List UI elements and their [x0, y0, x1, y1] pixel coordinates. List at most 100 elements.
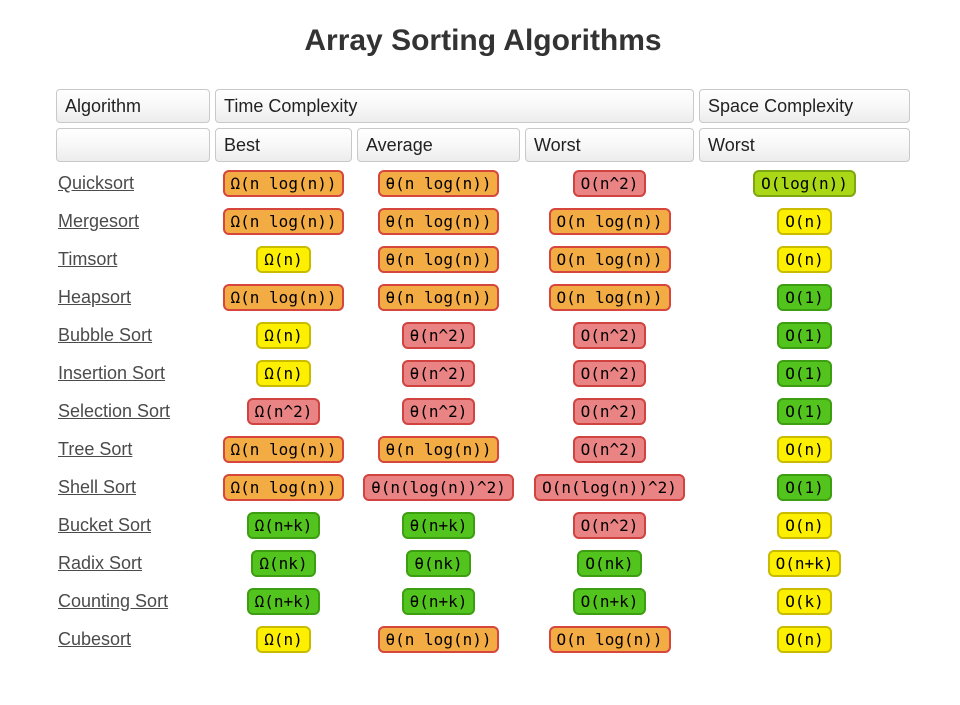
algorithm-link[interactable]: Mergesort [58, 211, 140, 231]
algorithm-link[interactable]: Timsort [58, 249, 118, 269]
worst-cell: O(n log(n)) [525, 623, 694, 656]
algorithm-link[interactable]: Bucket Sort [58, 515, 152, 535]
average-cell: θ(n(log(n))^2) [357, 471, 520, 504]
average-cell: θ(n log(n)) [357, 205, 520, 238]
header-best: Best [215, 128, 352, 162]
complexity-badge: O(n) [777, 246, 832, 273]
algorithm-link[interactable]: Heapsort [58, 287, 132, 307]
header-worst-time: Worst [525, 128, 695, 162]
complexity-badge: O(n^2) [572, 512, 647, 539]
table-row: Mergesort Ω(n log(n)) θ(n log(n)) O(n lo… [56, 205, 910, 238]
complexity-badge: θ(n log(n)) [377, 246, 500, 273]
complexity-badge: O(n+k) [572, 588, 647, 615]
complexity-badge: Ω(nk) [251, 550, 316, 577]
algorithm-link[interactable]: Insertion Sort [58, 363, 166, 383]
algorithm-cell: Timsort [56, 243, 210, 276]
worst-cell: O(n^2) [525, 509, 694, 542]
best-cell: Ω(n^2) [215, 395, 352, 428]
table-body: Quicksort Ω(n log(n)) θ(n log(n)) O(n^2)… [56, 167, 910, 656]
complexity-badge: O(1) [777, 398, 832, 425]
algorithm-cell: Counting Sort [56, 585, 210, 618]
complexity-badge: θ(n log(n)) [377, 170, 500, 197]
complexity-badge: O(n^2) [572, 436, 647, 463]
complexity-badge: O(nk) [577, 550, 642, 577]
complexity-badge: O(1) [777, 322, 832, 349]
average-cell: θ(n^2) [357, 357, 520, 390]
space-worst-cell: O(n) [699, 509, 910, 542]
complexity-badge: θ(n log(n)) [377, 284, 500, 311]
complexity-badge: O(n^2) [572, 360, 647, 387]
complexity-badge: O(log(n)) [753, 170, 856, 197]
space-worst-cell: O(n) [699, 243, 910, 276]
complexity-badge: Ω(n) [256, 246, 311, 273]
header-space-complexity: Space Complexity [699, 89, 911, 123]
complexity-badge: Ω(n log(n)) [222, 170, 345, 197]
worst-cell: O(n log(n)) [525, 281, 694, 314]
complexity-badge: O(1) [777, 284, 832, 311]
table-row: Bubble Sort Ω(n) θ(n^2) O(n^2) O(1) [56, 319, 910, 352]
algorithm-link[interactable]: Counting Sort [58, 591, 169, 611]
algorithm-cell: Selection Sort [56, 395, 210, 428]
best-cell: Ω(n log(n)) [215, 205, 352, 238]
complexity-badge: Ω(n+k) [246, 512, 321, 539]
algorithm-link[interactable]: Radix Sort [58, 553, 143, 573]
algorithm-link[interactable]: Quicksort [58, 173, 135, 193]
sorting-table: Algorithm Time Complexity Space Complexi… [51, 84, 915, 661]
complexity-badge: O(n^2) [572, 398, 647, 425]
table-row: Selection Sort Ω(n^2) θ(n^2) O(n^2) O(1) [56, 395, 910, 428]
worst-cell: O(n log(n)) [525, 205, 694, 238]
algorithm-link[interactable]: Bubble Sort [58, 325, 153, 345]
complexity-badge: Ω(n log(n)) [222, 284, 345, 311]
complexity-badge: Ω(n log(n)) [222, 436, 345, 463]
complexity-badge: Ω(n log(n)) [222, 474, 345, 501]
table-row: Insertion Sort Ω(n) θ(n^2) O(n^2) O(1) [56, 357, 910, 390]
algorithm-link[interactable]: Selection Sort [58, 401, 171, 421]
table-row: Cubesort Ω(n) θ(n log(n)) O(n log(n)) O(… [56, 623, 910, 656]
worst-cell: O(n^2) [525, 357, 694, 390]
page: Array Sorting Algorithms Algorithm Time … [51, 24, 915, 661]
table-row: Quicksort Ω(n log(n)) θ(n log(n)) O(n^2)… [56, 167, 910, 200]
best-cell: Ω(n) [215, 357, 352, 390]
complexity-badge: θ(n log(n)) [377, 208, 500, 235]
complexity-badge: O(1) [777, 474, 832, 501]
complexity-badge: θ(n(log(n))^2) [363, 474, 514, 501]
algorithm-cell: Insertion Sort [56, 357, 210, 390]
algorithm-cell: Quicksort [56, 167, 210, 200]
complexity-badge: O(1) [777, 360, 832, 387]
complexity-badge: θ(n+k) [401, 588, 476, 615]
complexity-badge: O(n) [777, 208, 832, 235]
complexity-badge: O(n log(n)) [548, 626, 671, 653]
complexity-badge: O(n) [777, 436, 832, 463]
algorithm-link[interactable]: Shell Sort [58, 477, 137, 497]
average-cell: θ(n^2) [357, 319, 520, 352]
space-worst-cell: O(k) [699, 585, 910, 618]
table-row: Bucket Sort Ω(n+k) θ(n+k) O(n^2) O(n) [56, 509, 910, 542]
space-worst-cell: O(1) [699, 471, 910, 504]
space-worst-cell: O(n) [699, 205, 910, 238]
complexity-badge: O(n+k) [767, 550, 842, 577]
worst-cell: O(n+k) [525, 585, 694, 618]
complexity-badge: θ(n log(n)) [377, 436, 500, 463]
header-empty [56, 128, 210, 162]
average-cell: θ(n log(n)) [357, 623, 520, 656]
average-cell: θ(nk) [357, 547, 520, 580]
table-row: Tree Sort Ω(n log(n)) θ(n log(n)) O(n^2)… [56, 433, 910, 466]
complexity-badge: θ(n+k) [401, 512, 476, 539]
table-header: Algorithm Time Complexity Space Complexi… [56, 89, 911, 162]
complexity-badge: θ(n^2) [401, 322, 476, 349]
worst-cell: O(n log(n)) [525, 243, 694, 276]
algorithm-link[interactable]: Tree Sort [58, 439, 133, 459]
complexity-badge: O(n log(n)) [548, 284, 671, 311]
average-cell: θ(n log(n)) [357, 167, 520, 200]
algorithm-link[interactable]: Cubesort [58, 629, 132, 649]
header-row-groups: Algorithm Time Complexity Space Complexi… [56, 89, 911, 123]
header-average: Average [357, 128, 520, 162]
complexity-badge: θ(nk) [406, 550, 471, 577]
best-cell: Ω(n log(n)) [215, 167, 352, 200]
complexity-badge: O(n log(n)) [548, 246, 671, 273]
worst-cell: O(nk) [525, 547, 694, 580]
algorithm-cell: Cubesort [56, 623, 210, 656]
average-cell: θ(n log(n)) [357, 243, 520, 276]
page-title: Array Sorting Algorithms [304, 24, 662, 57]
complexity-badge: Ω(n) [256, 322, 311, 349]
